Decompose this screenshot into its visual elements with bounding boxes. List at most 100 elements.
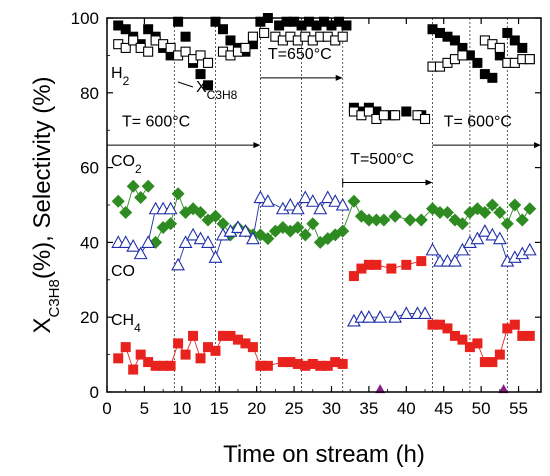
- data-point: [371, 106, 382, 117]
- data-point: [245, 231, 260, 245]
- data-point: [498, 384, 509, 394]
- data-point: [128, 35, 139, 46]
- data-point: [448, 253, 462, 267]
- data-point: [371, 259, 382, 270]
- data-point: [472, 338, 483, 349]
- data-point: [128, 364, 139, 375]
- data-point: [523, 202, 537, 216]
- arrow-head-icon: [534, 142, 541, 149]
- data-point: [509, 319, 520, 330]
- data-point: [216, 217, 230, 231]
- data-point: [457, 50, 468, 61]
- data-point: [319, 16, 329, 27]
- data-point: [414, 213, 428, 227]
- data-point: [178, 235, 193, 248]
- data-point: [305, 194, 320, 207]
- data-point: [141, 235, 156, 248]
- data-point: [341, 20, 352, 31]
- data-point: [134, 191, 148, 205]
- data-point: [386, 263, 397, 274]
- temperature-label: T=650°C: [268, 46, 332, 63]
- data-point: [326, 20, 337, 31]
- y-tick-label: 60: [80, 159, 99, 178]
- data-point: [388, 310, 403, 323]
- data-point: [120, 24, 131, 35]
- data-point: [322, 360, 333, 371]
- data-point: [141, 179, 155, 193]
- data-point: [118, 235, 133, 248]
- x-tick-label: 15: [210, 399, 229, 418]
- data-point: [210, 16, 221, 27]
- data-point: [209, 209, 222, 223]
- x-tick-label: 10: [172, 399, 191, 418]
- temperature-annotations: T= 600°C T=650°C T=500°C T= 600°C: [107, 46, 541, 187]
- data-point: [377, 213, 391, 227]
- data-point: [203, 342, 214, 353]
- data-point: [442, 31, 453, 42]
- data-point: [375, 384, 386, 394]
- data-point: [502, 323, 513, 334]
- x-tick-label: 20: [247, 399, 266, 418]
- data-point: [180, 31, 191, 42]
- data-point: [113, 20, 124, 31]
- data-point: [509, 35, 520, 46]
- data-point: [119, 205, 133, 219]
- data-point: [457, 334, 468, 345]
- data-point: [313, 201, 328, 215]
- data-point: [524, 330, 535, 341]
- data-point: [193, 231, 208, 245]
- data-point: [195, 353, 206, 364]
- data-point: [173, 338, 184, 349]
- data-point: [188, 330, 199, 341]
- data-point: [403, 213, 417, 227]
- data-point: [173, 16, 184, 27]
- data-point: [494, 50, 505, 61]
- data-point: [225, 330, 236, 341]
- data-point: [337, 358, 348, 369]
- data-point: [517, 330, 528, 341]
- data-point: [362, 213, 376, 227]
- data-point: [126, 179, 140, 193]
- data-point: [202, 57, 214, 68]
- data-point: [479, 357, 490, 368]
- data-point: [261, 232, 275, 246]
- data-point: [253, 190, 268, 204]
- arrow-head-icon: [253, 142, 261, 149]
- data-point: [470, 231, 485, 245]
- data-point: [399, 306, 414, 320]
- x-tick-label: 50: [472, 399, 491, 418]
- data-point: [515, 213, 529, 227]
- data-point: [296, 20, 307, 31]
- data-point: [487, 72, 498, 83]
- data-point: [336, 224, 350, 238]
- data-point: [208, 250, 223, 263]
- data-point: [259, 27, 270, 39]
- data-point: [434, 319, 445, 330]
- temperature-label: T= 600°C: [444, 113, 512, 130]
- data-point: [143, 357, 154, 368]
- data-point: [195, 50, 206, 61]
- data-point: [180, 349, 191, 360]
- data-point: [111, 194, 125, 208]
- arrow-head-icon: [425, 179, 433, 186]
- data-point: [485, 198, 499, 212]
- data-point: [143, 46, 154, 57]
- data-point: [315, 360, 326, 371]
- data-point: [500, 217, 514, 231]
- data-point: [292, 358, 303, 369]
- data-point: [330, 357, 341, 368]
- data-point: [502, 27, 513, 38]
- data-point: [335, 197, 350, 211]
- data-point: [433, 205, 447, 219]
- data-point: [401, 259, 412, 270]
- data-point: [120, 342, 131, 353]
- data-point: [418, 306, 432, 320]
- data-point: [337, 31, 348, 42]
- data-point: [285, 357, 296, 368]
- data-point: [455, 217, 469, 231]
- data-point: [457, 42, 468, 53]
- data-point: [165, 50, 176, 61]
- data-point: [165, 42, 176, 53]
- data-point: [434, 27, 445, 38]
